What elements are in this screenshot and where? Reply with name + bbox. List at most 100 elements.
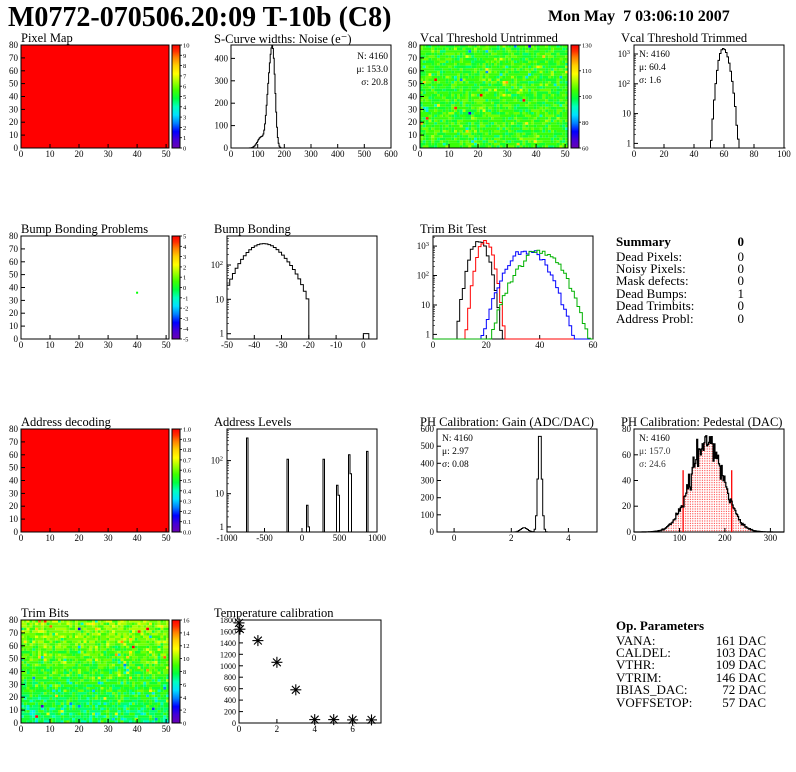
svg-text:3: 3 [183, 254, 186, 261]
svg-text:16: 16 [183, 618, 190, 625]
svg-text:0: 0 [19, 533, 24, 543]
svg-text:70: 70 [9, 53, 19, 63]
svg-text:20: 20 [408, 117, 418, 127]
svg-text:0.4: 0.4 [183, 488, 192, 495]
svg-text:10: 10 [421, 300, 431, 310]
svg-text:6: 6 [350, 724, 355, 734]
svg-text:40: 40 [133, 340, 143, 350]
svg-text:80: 80 [622, 424, 632, 434]
svg-text:12: 12 [183, 643, 190, 650]
svg-text:10: 10 [9, 514, 19, 524]
svg-text:0: 0 [14, 334, 19, 344]
svg-text:1: 1 [183, 135, 186, 142]
svg-text:0.6: 0.6 [183, 468, 192, 475]
svg-text:-50: -50 [221, 340, 233, 350]
svg-text:μ: 2.97: μ: 2.97 [442, 447, 469, 457]
svg-text:0.8: 0.8 [183, 447, 191, 454]
svg-text:0.7: 0.7 [183, 457, 192, 464]
svg-text:0.0: 0.0 [183, 530, 191, 537]
svg-text:0: 0 [632, 149, 637, 159]
svg-text:100: 100 [777, 149, 791, 159]
svg-text:8: 8 [183, 669, 186, 676]
svg-text:60: 60 [589, 340, 599, 350]
svg-text:20: 20 [75, 340, 85, 350]
svg-text:40: 40 [535, 340, 545, 350]
svg-text:50: 50 [9, 463, 19, 473]
svg-text:300: 300 [421, 476, 435, 486]
svg-text:130: 130 [582, 43, 592, 50]
svg-text:80: 80 [9, 615, 19, 625]
svg-text:600: 600 [384, 149, 398, 159]
svg-text:60: 60 [9, 66, 19, 76]
svg-text:300: 300 [215, 76, 229, 86]
svg-text:60: 60 [408, 66, 418, 76]
svg-text:60: 60 [582, 146, 589, 153]
svg-text:σ: 0.08: σ: 0.08 [442, 460, 469, 470]
svg-text:0: 0 [361, 340, 366, 350]
svg-text:-30: -30 [276, 340, 288, 350]
svg-text:40: 40 [9, 476, 19, 486]
svg-text:30: 30 [9, 295, 19, 305]
svg-text:0: 0 [431, 340, 436, 350]
svg-text:0: 0 [19, 724, 24, 734]
svg-text:0: 0 [19, 340, 24, 350]
svg-text:0: 0 [14, 143, 19, 153]
svg-text:10: 10 [9, 130, 19, 140]
svg-text:0.5: 0.5 [183, 478, 191, 485]
svg-text:0: 0 [300, 533, 305, 543]
svg-text:80: 80 [582, 120, 589, 127]
svg-text:50: 50 [9, 79, 19, 89]
svg-text:50: 50 [162, 724, 172, 734]
svg-text:0: 0 [229, 149, 234, 159]
svg-text:1200: 1200 [220, 650, 236, 659]
svg-text:200: 200 [278, 149, 292, 159]
svg-text:102: 102 [211, 455, 223, 466]
svg-text:400: 400 [421, 458, 435, 468]
svg-text:800: 800 [224, 673, 236, 682]
svg-text:20: 20 [75, 724, 85, 734]
svg-text:50: 50 [9, 270, 19, 280]
svg-text:5: 5 [183, 94, 186, 101]
svg-text:500: 500 [421, 441, 435, 451]
svg-text:9: 9 [183, 53, 186, 60]
svg-text:0.9: 0.9 [183, 437, 191, 444]
svg-text:μ: 157.0: μ: 157.0 [639, 447, 671, 457]
svg-text:μ: 153.0: μ: 153.0 [357, 65, 389, 75]
svg-text:20: 20 [9, 501, 19, 511]
svg-text:1400: 1400 [220, 639, 236, 648]
svg-text:3: 3 [183, 115, 186, 122]
svg-text:30: 30 [9, 488, 19, 498]
svg-text:4: 4 [183, 104, 187, 111]
svg-text:1600: 1600 [220, 627, 236, 636]
svg-text:14: 14 [183, 630, 190, 637]
svg-text:-3: -3 [183, 316, 188, 323]
svg-text:60: 60 [9, 257, 19, 267]
svg-text:500: 500 [358, 149, 372, 159]
svg-text:102: 102 [618, 78, 630, 89]
svg-text:40: 40 [133, 149, 143, 159]
svg-text:40: 40 [133, 533, 143, 543]
svg-text:6: 6 [183, 682, 187, 689]
svg-text:100: 100 [673, 533, 687, 543]
svg-text:0: 0 [418, 149, 423, 159]
svg-text:0: 0 [627, 527, 632, 537]
svg-text:400: 400 [215, 53, 229, 63]
svg-text:200: 200 [224, 708, 236, 717]
svg-text:1.0: 1.0 [183, 427, 191, 434]
svg-text:40: 40 [532, 149, 542, 159]
svg-text:10: 10 [9, 321, 19, 331]
svg-text:10: 10 [46, 724, 56, 734]
svg-text:20: 20 [482, 340, 492, 350]
svg-text:20: 20 [9, 308, 19, 318]
svg-text:80: 80 [408, 40, 418, 50]
svg-text:80: 80 [9, 231, 19, 241]
svg-text:0: 0 [224, 143, 229, 153]
svg-text:7: 7 [183, 73, 187, 80]
svg-text:0: 0 [19, 149, 24, 159]
svg-text:σ: 20.8: σ: 20.8 [361, 78, 388, 88]
svg-text:-10: -10 [330, 340, 342, 350]
svg-text:40: 40 [408, 92, 418, 102]
svg-text:0: 0 [237, 724, 242, 734]
svg-text:70: 70 [9, 437, 19, 447]
svg-text:200: 200 [215, 98, 229, 108]
